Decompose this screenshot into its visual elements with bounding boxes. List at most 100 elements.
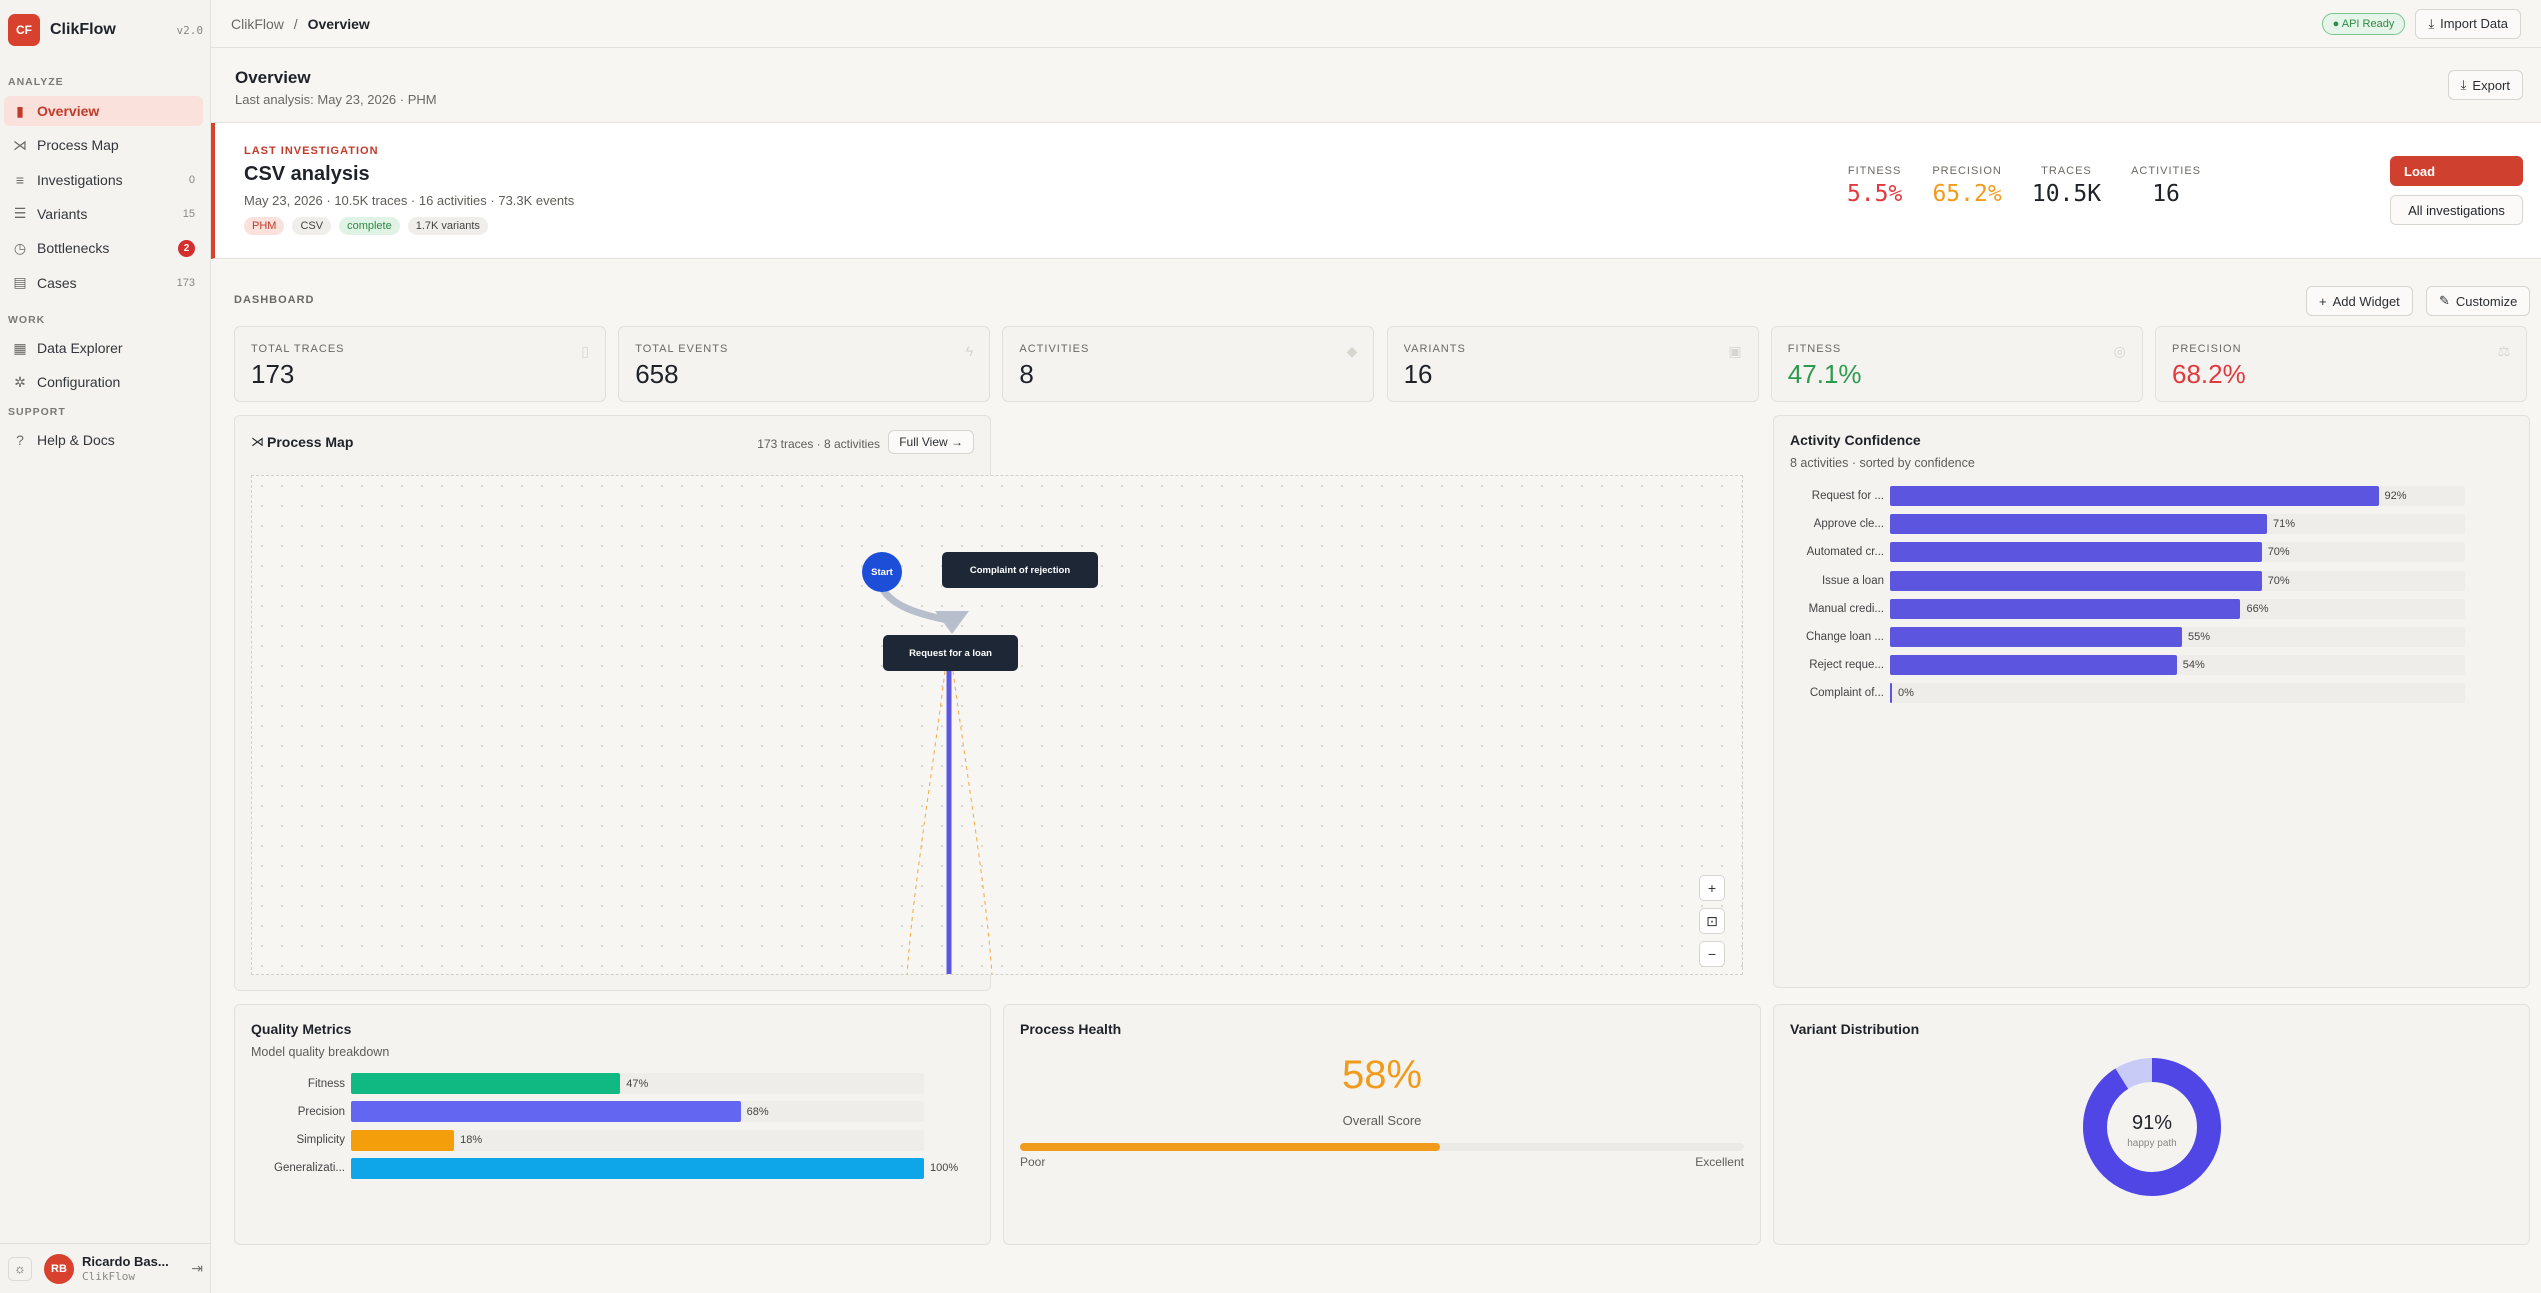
bar-row-change-loan: Change loan ... 55%: [1790, 627, 2465, 647]
activity-confidence-panel: Activity Confidence 8 activities · sorte…: [1773, 415, 2530, 988]
diamond-icon: ◆: [1346, 343, 1358, 359]
avatar[interactable]: RB: [44, 1253, 74, 1284]
bar-label: Issue a loan: [1821, 574, 1884, 587]
api-status-badge: ● API Ready: [2321, 12, 2406, 35]
sidebar-item-investigations[interactable]: ≡ Investigations 0: [4, 165, 203, 195]
bar-value: 100%: [930, 1162, 959, 1175]
sidebar: CF ClikFlow v2.0 ANALYZE ▮ Overview ⋊ Proces…: [0, 0, 211, 1293]
fit-view-button[interactable]: ⊡: [1699, 908, 1725, 934]
bar-track: 0%: [1890, 683, 2465, 704]
node-start[interactable]: Start: [862, 552, 902, 592]
kpi-label: PRECISION: [1932, 165, 2002, 177]
stat-card-variants: VARIANTS 16 ▣: [1386, 326, 1759, 402]
bar-row-complaint-of: Complaint of... 0%: [1790, 683, 2465, 704]
bar-track: 47%: [351, 1073, 924, 1094]
last-investigation-card: LAST INVESTIGATION CSV analysis May 23, …: [211, 123, 2541, 259]
logout-icon[interactable]: ⇥: [191, 1260, 203, 1276]
app-name: ClikFlow: [50, 21, 116, 38]
bar-fill: [1890, 655, 2177, 676]
stat-card-activities: ACTIVITIES 8 ◆: [1002, 326, 1375, 402]
process-map-canvas[interactable]: Start Complaint of rejection Request for…: [251, 475, 1743, 975]
bar-value: 47%: [626, 1077, 649, 1090]
stat-card-precision: PRECISION 68.2% ⚖: [2155, 326, 2527, 402]
donut-happy-path: [2083, 1058, 2221, 1196]
sidebar-item-label: Investigations: [37, 171, 123, 188]
bar-row-manual-credi: Manual credi... 66%: [1790, 598, 2465, 619]
sidebar-item-help-docs[interactable]: ? Help & Docs: [4, 425, 203, 455]
sidebar-item-bottlenecks[interactable]: ◷ Bottlenecks 2: [4, 233, 203, 263]
sidebar-item-overview[interactable]: ▮ Overview: [4, 96, 203, 126]
pencil-icon: ✎: [2439, 293, 2450, 308]
bar-chart-icon: ▮: [16, 102, 24, 119]
import-data-label: Import Data: [2440, 16, 2508, 31]
bar-fill: [1890, 598, 2241, 619]
zoom-out-button[interactable]: −: [1699, 941, 1725, 967]
sidebar-item-process-map[interactable]: ⋊ Process Map: [4, 130, 203, 160]
bar-value: 54%: [2182, 659, 2205, 672]
sidebar-item-cases[interactable]: ▤ Cases 173: [4, 268, 203, 298]
health-progress-fill: [1020, 1143, 1440, 1151]
sidebar-item-label: Process Map: [37, 137, 119, 154]
kpi-label: FITNESS: [1847, 165, 1902, 177]
help-circle-icon: ?: [16, 432, 24, 448]
kpi-precision: PRECISION 65.2%: [1932, 165, 2002, 207]
quality-metrics-chart: Fitness 47% Precision 68% Simplicity 18% Gener…: [251, 1073, 971, 1193]
node-complaint-of-rejection[interactable]: Complaint of rejection: [942, 552, 1098, 588]
bar-fill: [1890, 627, 2183, 647]
sidebar-item-data-explorer[interactable]: ▦ Data Explorer: [4, 333, 203, 363]
sidebar-item-label: Configuration: [37, 374, 121, 391]
page-title: Overview: [235, 68, 311, 87]
load-button[interactable]: Load: [2390, 156, 2523, 186]
sidebar-item-label: Cases: [37, 274, 77, 291]
bar-fill: [1890, 570, 2262, 591]
bar-track: 68%: [351, 1101, 924, 1123]
bar-track: 54%: [1890, 655, 2465, 676]
customize-button[interactable]: ✎ Customize: [2426, 286, 2531, 316]
sidebar-item-label: Help & Docs: [37, 432, 115, 448]
kpi-activities: ACTIVITIES 16: [2131, 165, 2201, 207]
zoom-in-button[interactable]: +: [1699, 875, 1725, 901]
bar-value: 92%: [2384, 490, 2407, 502]
bar-value: 70%: [2267, 546, 2290, 559]
bar-row-simplicity: Simplicity 18%: [251, 1129, 924, 1151]
all-investigations-button[interactable]: All investigations: [2390, 195, 2523, 225]
add-widget-label: Add Widget: [2332, 293, 2400, 309]
theme-toggle-icon[interactable]: ☼: [8, 1256, 32, 1281]
import-data-button[interactable]: ⤓ Import Data: [2415, 8, 2521, 39]
sidebar-item-label: Data Explorer: [37, 340, 123, 356]
breadcrumb-root[interactable]: ClikFlow: [231, 15, 284, 32]
kpi-value: 5.5%: [1846, 181, 1903, 207]
filter-lines-icon: ☰: [13, 205, 27, 222]
gear-icon: ✲: [14, 373, 26, 390]
brand[interactable]: CF ClikFlow v2.0: [8, 12, 203, 48]
kpi-value: 65.2%: [1932, 181, 2002, 207]
stat-value: 16: [1403, 359, 1433, 389]
stat-value: 47.1%: [1787, 359, 1862, 389]
full-view-button[interactable]: Full View →: [888, 430, 974, 454]
health-excellent-label: Excellent: [1695, 1155, 1744, 1169]
bar-value: 18%: [460, 1134, 483, 1147]
process-health-title: Process Health: [1020, 1021, 1122, 1037]
bar-track: 55%: [1890, 627, 2465, 647]
sidebar-item-variants[interactable]: ☰ Variants 15: [4, 199, 203, 229]
quality-metrics-title: Quality Metrics: [251, 1021, 352, 1037]
node-request-for-loan[interactable]: Request for a loan: [883, 635, 1018, 671]
add-widget-button[interactable]: + Add Widget: [2306, 286, 2413, 316]
bar-row-generalizati: Generalizati... 100%: [251, 1157, 958, 1179]
bar-row-fitness: Fitness 47%: [251, 1073, 924, 1094]
health-score: 58%: [1341, 1053, 1423, 1097]
breadcrumb-separator: /: [293, 15, 298, 32]
table-icon: ▤: [13, 274, 27, 290]
stat-card-total-traces: TOTAL TRACES 173 ▯: [234, 326, 606, 402]
bar-fill: [351, 1073, 621, 1094]
tag-csv: CSV: [292, 217, 332, 235]
scale-icon: ⚖: [2497, 343, 2510, 359]
user-name: Ricardo Bas...: [82, 1253, 169, 1269]
grid-icon: ▦: [13, 339, 27, 356]
quality-metrics-subtitle: Model quality breakdown: [251, 1045, 390, 1059]
kpi-label: TRACES: [2041, 165, 2092, 177]
bar-label: Precision: [297, 1105, 345, 1118]
bar-fill: [1890, 542, 2262, 563]
export-button[interactable]: ⤓ Export: [2447, 70, 2523, 100]
sidebar-item-configuration[interactable]: ✲ Configuration: [4, 367, 203, 397]
